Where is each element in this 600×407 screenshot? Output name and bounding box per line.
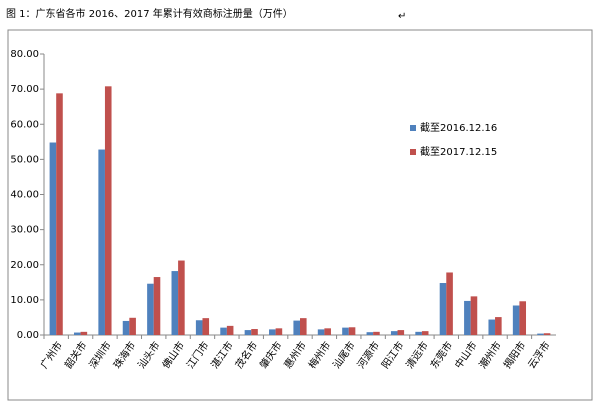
y-tick-label: 70.00 — [10, 84, 39, 95]
bar — [171, 271, 179, 335]
y-tick-label: 50.00 — [10, 154, 39, 165]
x-tick-label: 江门市 — [184, 339, 212, 371]
bar — [324, 328, 331, 335]
x-tick-label: 佛山市 — [159, 339, 187, 371]
x-tick-label: 云浮市 — [525, 339, 553, 371]
bar — [488, 319, 496, 335]
bar — [147, 283, 154, 335]
bar — [122, 320, 130, 335]
legend-swatch — [410, 125, 416, 131]
bar — [129, 317, 136, 335]
x-tick-label: 深圳市 — [86, 339, 114, 371]
x-tick-label: 茂名市 — [232, 339, 260, 371]
bar — [98, 149, 105, 335]
x-tick-label: 河源市 — [354, 339, 382, 371]
bar — [342, 327, 349, 335]
y-tick-label: 40.00 — [10, 190, 39, 201]
legend-swatch — [410, 149, 416, 155]
x-tick-label: 梅州市 — [305, 339, 333, 371]
bar — [366, 332, 374, 335]
x-tick-label: 湛江市 — [208, 339, 236, 371]
bar — [202, 318, 210, 335]
bar — [220, 327, 227, 335]
bar — [397, 330, 405, 335]
bar — [56, 93, 63, 335]
y-tick-label: 20.00 — [10, 260, 39, 271]
chart-title: 图 1：广东省各市 2016、2017 年累计有效商标注册量（万件） — [6, 7, 293, 20]
bar — [49, 142, 57, 335]
bar — [439, 283, 447, 335]
bar — [251, 329, 258, 335]
x-tick-label: 潮州市 — [476, 339, 504, 371]
bar — [373, 331, 380, 335]
bar — [226, 325, 234, 335]
x-tick-label: 汕头市 — [135, 339, 163, 371]
bar — [269, 329, 276, 335]
bar — [293, 320, 300, 335]
chart-border — [7, 29, 593, 401]
bar — [415, 331, 422, 335]
x-tick-label: 广州市 — [37, 339, 65, 371]
y-tick-label: 10.00 — [10, 295, 39, 306]
bar — [195, 320, 203, 335]
x-tick-label: 珠海市 — [110, 339, 138, 371]
bar — [275, 328, 283, 335]
bar — [348, 327, 356, 335]
legend-label: 截至2016.12.16 — [420, 121, 497, 134]
bar — [470, 296, 478, 335]
bar — [543, 333, 551, 335]
bar — [153, 277, 161, 335]
bar — [537, 333, 544, 335]
y-tick-label: 30.00 — [10, 225, 39, 236]
bar — [421, 331, 429, 335]
legend-label: 截至2017.12.15 — [420, 145, 497, 158]
bar — [464, 300, 471, 335]
bar — [512, 305, 520, 335]
x-tick-label: 韶关市 — [62, 339, 90, 371]
bar — [446, 272, 453, 335]
x-tick-label: 肇庆市 — [257, 339, 285, 371]
bar — [178, 260, 185, 335]
x-tick-label: 汕尾市 — [330, 339, 358, 371]
bar — [519, 301, 527, 335]
x-tick-label: 阳江市 — [379, 339, 407, 371]
bar — [244, 330, 252, 335]
title-mark: ↵ — [398, 11, 406, 22]
bar — [80, 331, 88, 335]
x-tick-label: 东莞市 — [427, 339, 455, 371]
bar — [300, 318, 307, 335]
x-tick-label: 清远市 — [403, 339, 431, 371]
bar — [73, 332, 81, 335]
x-tick-label: 中山市 — [452, 339, 480, 371]
bar — [317, 329, 325, 335]
x-tick-label: 揭阳市 — [500, 339, 528, 371]
bar — [495, 317, 502, 335]
y-tick-label: 80.00 — [10, 49, 39, 60]
y-tick-label: 0.00 — [17, 330, 39, 341]
y-tick-label: 60.00 — [10, 119, 39, 130]
bar — [390, 331, 398, 335]
x-tick-label: 惠州市 — [281, 339, 309, 371]
bar — [104, 86, 112, 335]
